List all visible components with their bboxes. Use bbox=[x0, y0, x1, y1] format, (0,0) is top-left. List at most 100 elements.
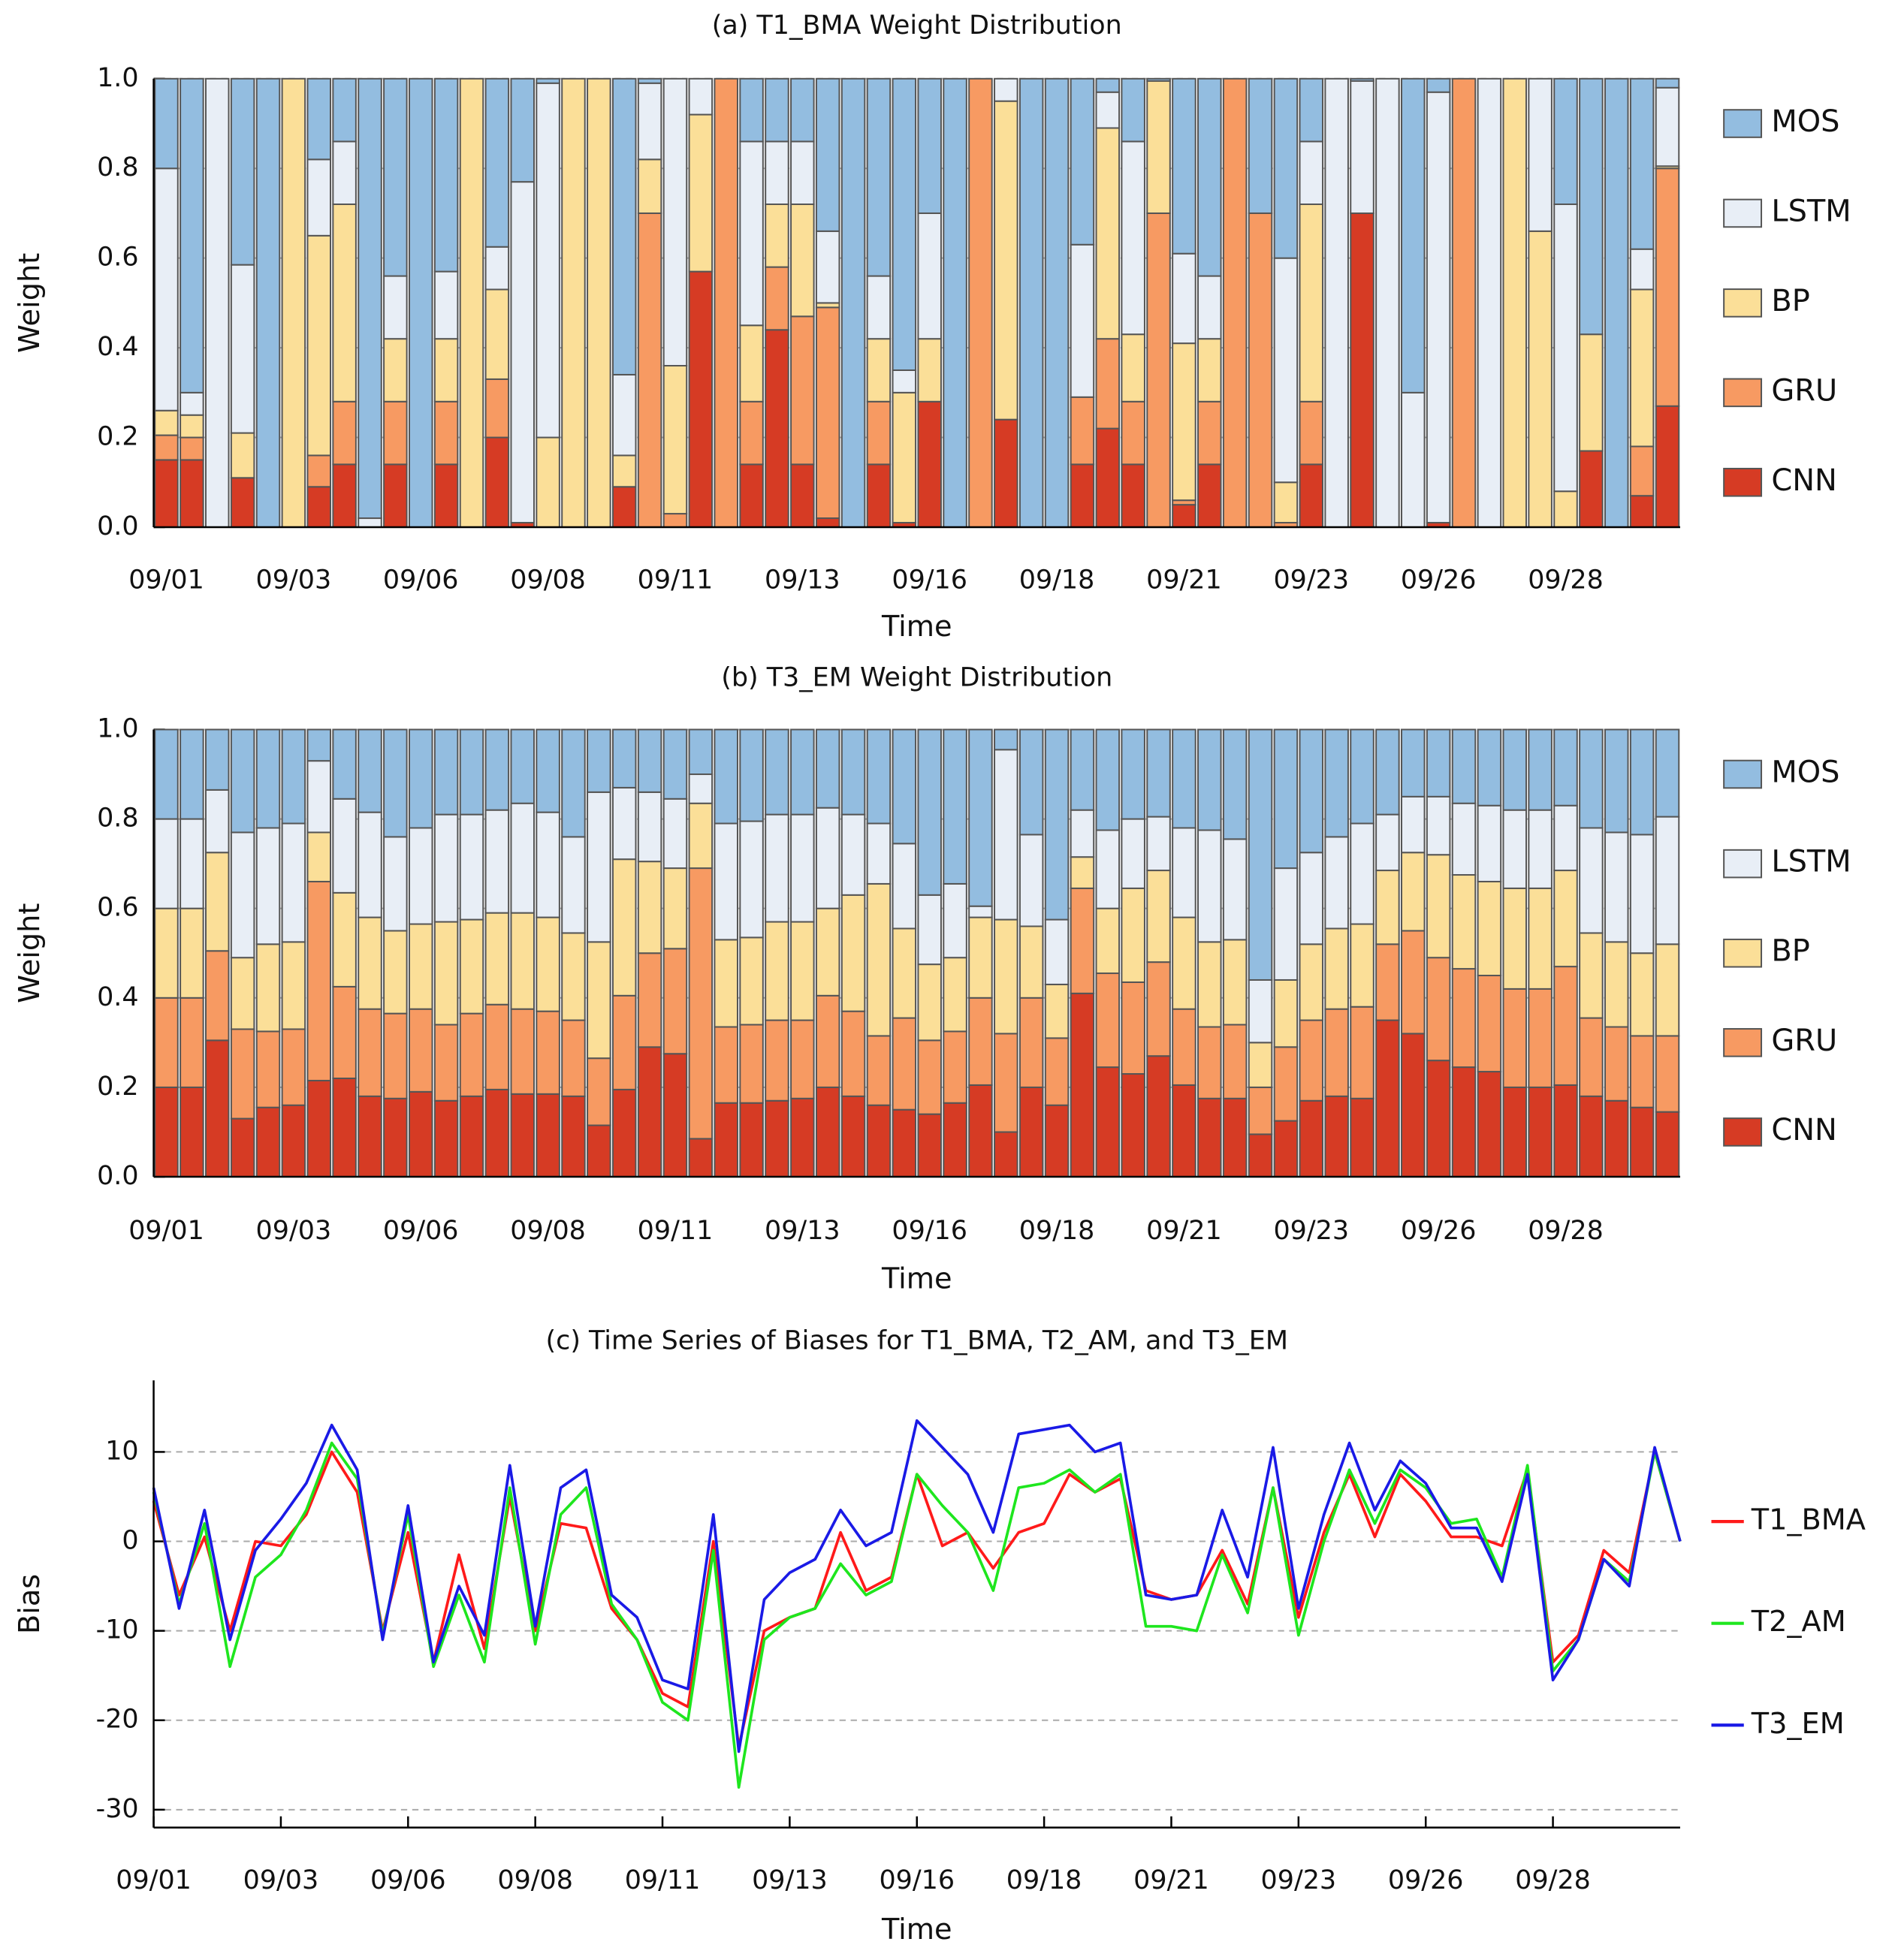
bar-segment bbox=[1553, 1084, 1578, 1178]
x-tick-label: 09/13 bbox=[765, 1216, 840, 1246]
bar-segment bbox=[637, 77, 662, 84]
bar-segment bbox=[536, 82, 560, 439]
bar-segment bbox=[255, 827, 281, 945]
bar-segment bbox=[1655, 167, 1680, 407]
bar-segment bbox=[1070, 809, 1095, 858]
bar-segment bbox=[1451, 1066, 1477, 1178]
bar-segment bbox=[332, 798, 357, 894]
bar-segment bbox=[459, 77, 484, 528]
bar-segment bbox=[1604, 941, 1629, 1028]
bar-segment bbox=[1044, 77, 1070, 528]
bar-segment bbox=[688, 867, 714, 1140]
bar-segment bbox=[1401, 852, 1426, 932]
bar-segment bbox=[484, 288, 510, 380]
y-axis-label: Bias bbox=[13, 1574, 47, 1634]
bar-segment bbox=[1146, 1055, 1171, 1178]
bar-segment bbox=[510, 181, 535, 524]
legend-label: MOS bbox=[1771, 755, 1839, 790]
bar-segment bbox=[1299, 204, 1324, 403]
bar-segment bbox=[637, 728, 662, 793]
bar-segment bbox=[358, 1095, 382, 1178]
bar-segment bbox=[739, 77, 764, 143]
bar-segment bbox=[637, 212, 662, 528]
bar-segment bbox=[611, 486, 637, 528]
bar-segment bbox=[332, 463, 357, 528]
bar-segment bbox=[484, 728, 510, 811]
x-tick-label: 09/08 bbox=[510, 565, 586, 596]
x-tick-label: 09/16 bbox=[892, 565, 967, 596]
bar-segment bbox=[866, 1035, 892, 1106]
bar-segment bbox=[383, 275, 408, 340]
legend-swatch bbox=[1723, 1028, 1763, 1057]
bar-segment bbox=[1502, 728, 1528, 811]
bar-segment bbox=[790, 140, 815, 206]
bar-segment bbox=[1172, 1084, 1196, 1178]
bar-segment bbox=[383, 930, 408, 1015]
bar-segment bbox=[281, 77, 306, 528]
bar-segment bbox=[815, 807, 840, 909]
bar-segment bbox=[1273, 77, 1299, 259]
bar-segment bbox=[994, 418, 1018, 528]
bar-segment bbox=[536, 1093, 560, 1178]
bar-segment bbox=[892, 728, 917, 845]
bar-segment bbox=[1299, 463, 1324, 528]
x-axis-label: Time bbox=[881, 1262, 952, 1296]
bar-segment bbox=[433, 463, 459, 528]
bar-segment bbox=[1121, 140, 1145, 336]
bar-segment bbox=[1528, 887, 1553, 990]
bar-segment bbox=[1018, 997, 1044, 1088]
bar-segment bbox=[611, 858, 637, 997]
bar-segment bbox=[561, 1095, 586, 1178]
bar-segment bbox=[332, 140, 357, 206]
bar-segment bbox=[255, 943, 281, 1033]
bar-segment bbox=[943, 77, 967, 528]
legend-swatch bbox=[1723, 109, 1763, 138]
bar-segment bbox=[1477, 804, 1502, 882]
bar-segment bbox=[815, 1086, 840, 1178]
bar-segment bbox=[230, 264, 255, 434]
bar-segment bbox=[688, 728, 714, 776]
bar-segment bbox=[383, 338, 408, 403]
bar-segment bbox=[739, 324, 764, 403]
bar-segment bbox=[1426, 957, 1451, 1062]
bar-segment bbox=[1095, 77, 1121, 93]
x-tick-label: 09/16 bbox=[879, 1865, 955, 1895]
bar-segment bbox=[1528, 988, 1553, 1088]
bar-segment bbox=[204, 728, 230, 791]
bar-segment bbox=[917, 77, 942, 214]
bar-segment bbox=[1070, 77, 1095, 246]
bar-segment bbox=[561, 728, 586, 838]
bar-segment bbox=[1044, 1037, 1070, 1106]
bar-segment bbox=[688, 773, 714, 804]
bar-segment bbox=[1018, 77, 1044, 528]
bar-segment bbox=[688, 1138, 714, 1178]
x-tick-label: 09/23 bbox=[1273, 565, 1349, 596]
bar-segment bbox=[739, 463, 764, 528]
bar-segment bbox=[332, 985, 357, 1079]
bar-segment bbox=[611, 1088, 637, 1178]
bar-segment bbox=[994, 728, 1018, 751]
bar-segment bbox=[408, 827, 433, 925]
bar-segment bbox=[815, 77, 840, 232]
bar-segment bbox=[1553, 870, 1578, 968]
y-tick-label: 0.4 bbox=[97, 332, 139, 362]
bar-segment bbox=[765, 1019, 789, 1102]
bar-segment bbox=[1426, 91, 1451, 524]
bar-segment bbox=[943, 728, 967, 885]
legend-swatch bbox=[1723, 1117, 1763, 1147]
bar-segment bbox=[484, 912, 510, 1006]
bar-segment bbox=[892, 843, 917, 930]
bar-segment bbox=[1579, 450, 1604, 528]
bar-segment bbox=[917, 963, 942, 1042]
bar-segment bbox=[1146, 80, 1171, 214]
bar-segment bbox=[790, 1097, 815, 1178]
bar-segment bbox=[306, 831, 332, 882]
bar-segment bbox=[1655, 816, 1680, 945]
bar-segment bbox=[1197, 728, 1222, 831]
bar-segment bbox=[383, 1097, 408, 1178]
bar-segment bbox=[1604, 77, 1629, 528]
bar-segment bbox=[662, 867, 688, 950]
bar-segment bbox=[358, 517, 382, 528]
bar-segment bbox=[587, 1124, 611, 1178]
bar-segment bbox=[917, 1039, 942, 1115]
